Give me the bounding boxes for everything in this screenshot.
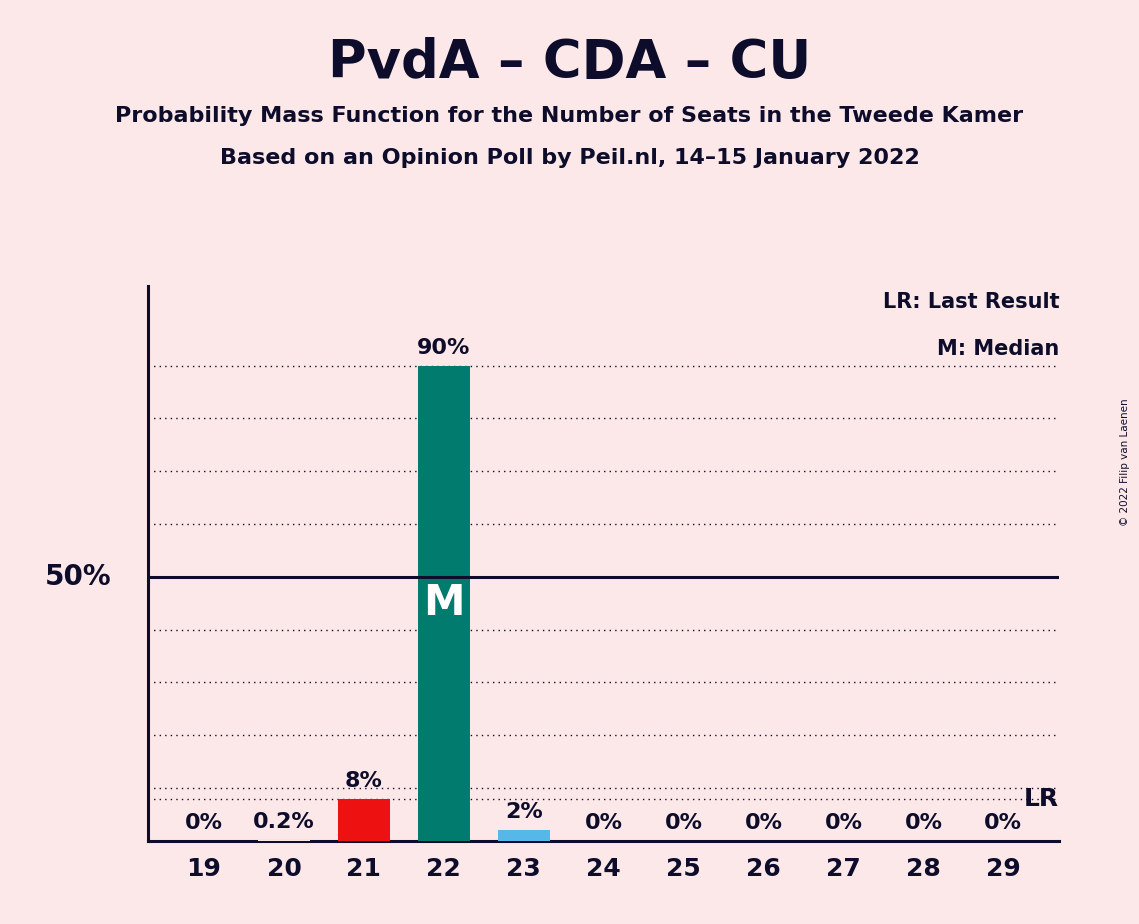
Bar: [418, 366, 469, 841]
Text: 0%: 0%: [664, 813, 703, 833]
Bar: [498, 831, 550, 841]
Text: 2%: 2%: [505, 802, 542, 822]
Text: 0%: 0%: [984, 813, 1023, 833]
Bar: [257, 840, 310, 841]
Text: 8%: 8%: [345, 771, 383, 791]
Text: © 2022 Filip van Laenen: © 2022 Filip van Laenen: [1121, 398, 1130, 526]
Text: LR: Last Result: LR: Last Result: [883, 292, 1059, 311]
Text: 90%: 90%: [417, 337, 470, 358]
Text: 0%: 0%: [584, 813, 623, 833]
Text: 0%: 0%: [904, 813, 942, 833]
Text: 0%: 0%: [745, 813, 782, 833]
Text: Probability Mass Function for the Number of Seats in the Tweede Kamer: Probability Mass Function for the Number…: [115, 106, 1024, 127]
Text: Based on an Opinion Poll by Peil.nl, 14–15 January 2022: Based on an Opinion Poll by Peil.nl, 14–…: [220, 148, 919, 168]
Text: 0%: 0%: [185, 813, 223, 833]
Bar: [338, 798, 390, 841]
Text: 50%: 50%: [46, 563, 112, 590]
Text: 0.2%: 0.2%: [253, 812, 314, 832]
Text: PvdA – CDA – CU: PvdA – CDA – CU: [328, 37, 811, 89]
Text: M: Median: M: Median: [937, 339, 1059, 359]
Text: 0%: 0%: [825, 813, 862, 833]
Text: LR: LR: [1024, 786, 1059, 810]
Text: M: M: [423, 582, 465, 625]
